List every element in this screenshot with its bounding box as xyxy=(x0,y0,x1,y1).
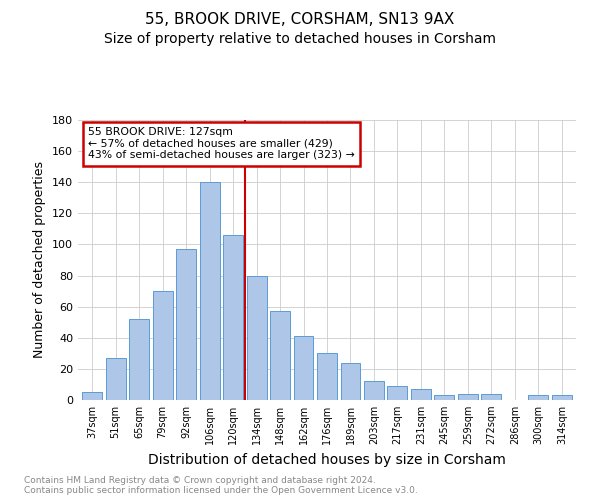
Bar xyxy=(176,249,196,400)
Bar xyxy=(529,396,548,400)
Bar xyxy=(388,386,407,400)
Text: 55, BROOK DRIVE, CORSHAM, SN13 9AX: 55, BROOK DRIVE, CORSHAM, SN13 9AX xyxy=(145,12,455,28)
Bar xyxy=(152,291,173,400)
Bar xyxy=(341,362,361,400)
Text: Contains HM Land Registry data © Crown copyright and database right 2024.
Contai: Contains HM Land Registry data © Crown c… xyxy=(24,476,418,495)
Bar xyxy=(364,382,384,400)
Bar xyxy=(481,394,502,400)
X-axis label: Distribution of detached houses by size in Corsham: Distribution of detached houses by size … xyxy=(148,452,506,466)
Y-axis label: Number of detached properties: Number of detached properties xyxy=(34,162,46,358)
Bar xyxy=(247,276,266,400)
Bar xyxy=(552,396,572,400)
Bar xyxy=(82,392,102,400)
Bar xyxy=(458,394,478,400)
Bar xyxy=(106,358,125,400)
Bar xyxy=(270,312,290,400)
Bar xyxy=(129,319,149,400)
Bar xyxy=(317,354,337,400)
Text: Size of property relative to detached houses in Corsham: Size of property relative to detached ho… xyxy=(104,32,496,46)
Bar xyxy=(200,182,220,400)
Text: 55 BROOK DRIVE: 127sqm
← 57% of detached houses are smaller (429)
43% of semi-de: 55 BROOK DRIVE: 127sqm ← 57% of detached… xyxy=(88,127,355,160)
Bar xyxy=(411,389,431,400)
Bar xyxy=(293,336,313,400)
Bar xyxy=(223,235,243,400)
Bar xyxy=(434,396,454,400)
